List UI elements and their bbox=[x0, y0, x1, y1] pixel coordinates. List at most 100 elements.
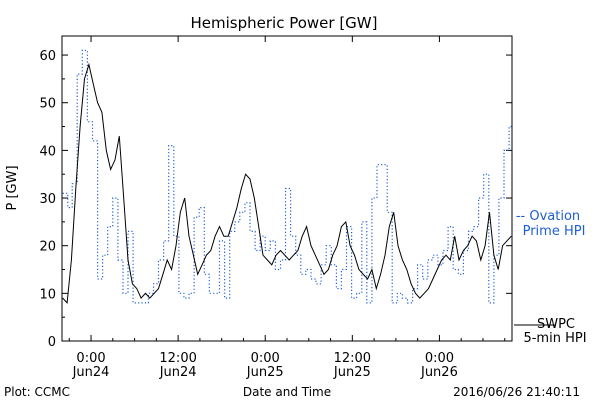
data-point bbox=[84, 78, 85, 79]
y-tick-label: 50 bbox=[39, 97, 56, 112]
footer-timestamp: 2016/06/26 21:40:11 bbox=[453, 385, 580, 399]
data-point bbox=[458, 259, 459, 260]
data-point bbox=[397, 293, 398, 294]
data-point bbox=[175, 245, 176, 246]
data-point bbox=[467, 245, 468, 246]
data-point bbox=[123, 197, 124, 198]
data-point bbox=[367, 278, 368, 279]
data-point bbox=[224, 298, 225, 299]
data-point bbox=[184, 197, 185, 198]
y-axis-label: P [GW] bbox=[5, 165, 20, 210]
data-point bbox=[232, 221, 233, 222]
data-point bbox=[428, 288, 429, 289]
data-point bbox=[284, 255, 285, 256]
data-point bbox=[393, 212, 394, 213]
data-point bbox=[382, 164, 383, 165]
data-point bbox=[389, 226, 390, 227]
data-point bbox=[407, 302, 408, 303]
data-point bbox=[71, 259, 72, 260]
data-point bbox=[302, 236, 303, 237]
data-point bbox=[202, 264, 203, 265]
data-point bbox=[119, 136, 120, 137]
footer-plot-credit: Plot: CCMC bbox=[4, 385, 70, 399]
data-point bbox=[290, 236, 291, 237]
legend-ovation-line1: -- Ovation bbox=[516, 209, 580, 224]
data-point bbox=[204, 274, 205, 275]
x-tick-time-label: 12:00 bbox=[334, 351, 371, 366]
data-point bbox=[476, 240, 477, 241]
data-point bbox=[480, 259, 481, 260]
data-point bbox=[149, 298, 150, 299]
data-point bbox=[415, 293, 416, 294]
data-point bbox=[92, 140, 93, 141]
data-point bbox=[485, 245, 486, 246]
data-point bbox=[107, 226, 108, 227]
data-point bbox=[178, 293, 179, 294]
data-point bbox=[163, 240, 164, 241]
data-point bbox=[319, 264, 320, 265]
data-point bbox=[158, 288, 159, 289]
data-point bbox=[80, 126, 81, 127]
data-point bbox=[450, 259, 451, 260]
data-point bbox=[276, 255, 277, 256]
data-point bbox=[397, 245, 398, 246]
data-point bbox=[167, 259, 168, 260]
data-point bbox=[453, 269, 454, 270]
data-point bbox=[293, 255, 294, 256]
data-point bbox=[300, 274, 301, 275]
plot-frame bbox=[61, 35, 513, 342]
legend-ovation-line2: Prime HPI bbox=[523, 224, 586, 239]
data-point bbox=[350, 245, 351, 246]
data-point bbox=[356, 293, 357, 294]
data-point bbox=[153, 283, 154, 284]
data-point bbox=[366, 302, 367, 303]
y-axis: 0 10 20 30 40 50 60 bbox=[39, 49, 512, 350]
series-ovation-prime bbox=[62, 49, 512, 304]
data-point bbox=[265, 250, 266, 251]
data-point bbox=[509, 126, 510, 127]
data-point bbox=[376, 288, 377, 289]
data-point bbox=[354, 255, 355, 256]
data-point bbox=[106, 150, 107, 151]
data-point bbox=[454, 236, 455, 237]
data-point bbox=[275, 269, 276, 270]
data-point bbox=[511, 236, 512, 237]
data-point bbox=[188, 293, 189, 294]
data-point bbox=[422, 278, 423, 279]
data-point bbox=[188, 236, 189, 237]
y-tick-label: 0 bbox=[48, 335, 56, 350]
data-point bbox=[271, 264, 272, 265]
data-point bbox=[215, 236, 216, 237]
data-point bbox=[419, 298, 420, 299]
x-axis-label: Date and Time bbox=[243, 385, 331, 399]
data-point bbox=[258, 226, 259, 227]
data-point bbox=[133, 302, 134, 303]
y-tick-label: 20 bbox=[39, 240, 56, 255]
data-point bbox=[145, 293, 146, 294]
data-point bbox=[249, 231, 250, 232]
series-line bbox=[62, 62, 512, 305]
data-point bbox=[473, 226, 474, 227]
data-point bbox=[154, 293, 155, 294]
data-point bbox=[193, 255, 194, 256]
data-point bbox=[392, 302, 393, 303]
data-point bbox=[255, 250, 256, 251]
data-point bbox=[315, 255, 316, 256]
y-tick-label: 60 bbox=[39, 49, 56, 64]
data-point bbox=[442, 250, 443, 251]
data-point bbox=[506, 240, 507, 241]
data-point bbox=[371, 197, 372, 198]
data-point bbox=[310, 245, 311, 246]
data-point bbox=[162, 274, 163, 275]
data-point bbox=[417, 264, 418, 265]
y-tick-label: 40 bbox=[39, 144, 56, 159]
data-point bbox=[448, 226, 449, 227]
data-point bbox=[114, 159, 115, 160]
data-point bbox=[88, 64, 89, 65]
x-tick-time-label: 12:00 bbox=[159, 351, 196, 366]
data-point bbox=[503, 150, 504, 151]
data-point bbox=[223, 236, 224, 237]
data-point bbox=[328, 269, 329, 270]
data-point bbox=[336, 288, 337, 289]
data-point bbox=[285, 188, 286, 189]
